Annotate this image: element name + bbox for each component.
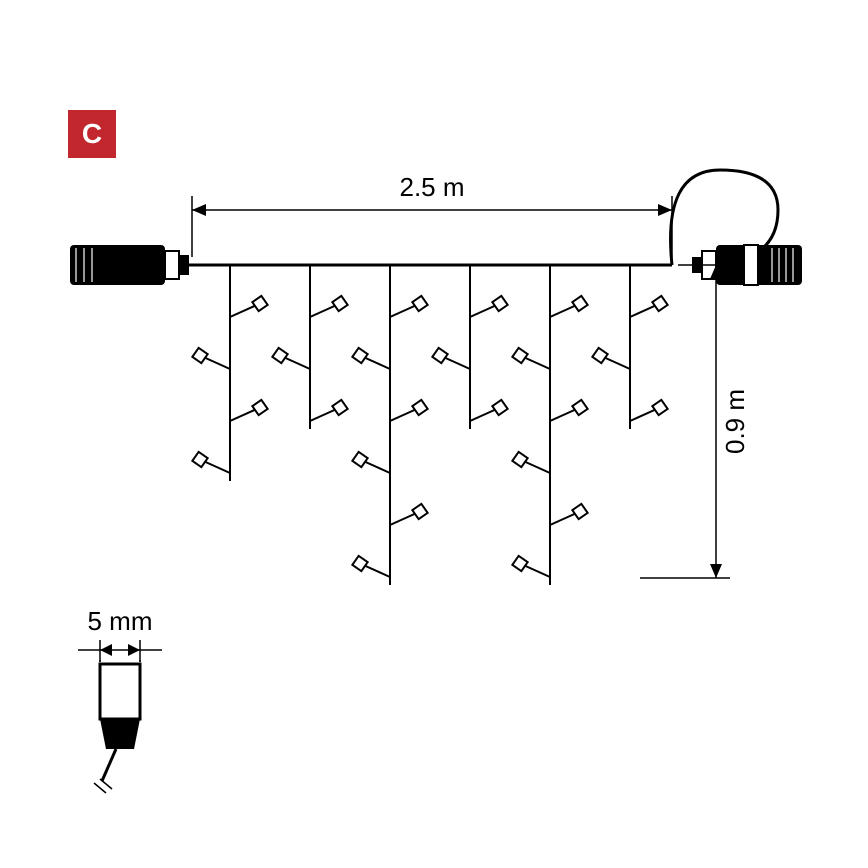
width-dim-label: 2.5 m [399,172,464,202]
height-dim-label: 0.9 m [720,389,750,454]
badge-c: C [68,110,116,158]
icicle-diagram: 2.5 m 0.9 m 5 mm [0,0,868,868]
led-dim-label: 5 mm [88,606,153,636]
